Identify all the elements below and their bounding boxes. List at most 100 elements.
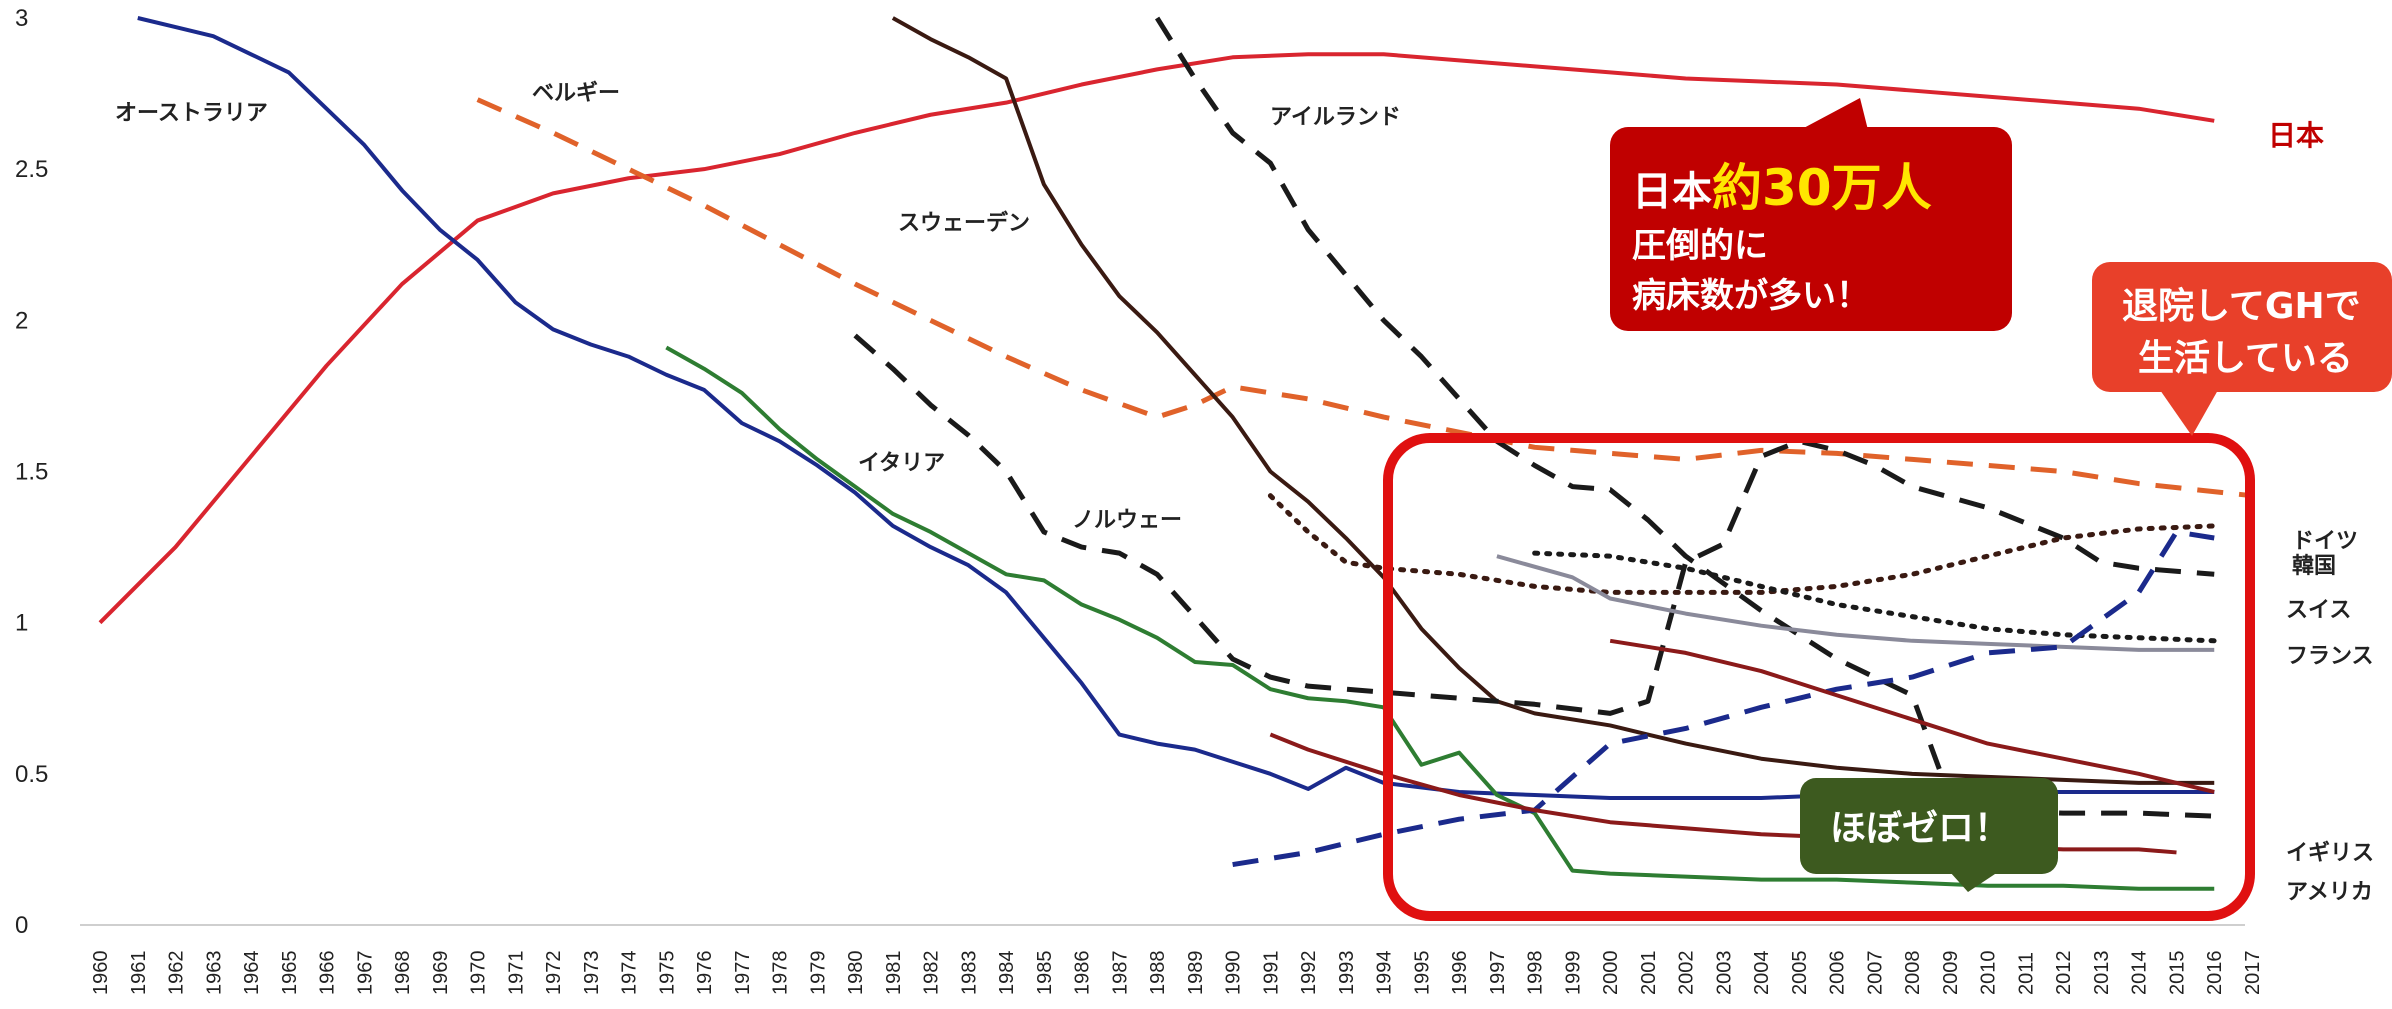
- x-tick-label: 1978: [770, 951, 792, 996]
- x-tick-label: 1989: [1185, 951, 1207, 996]
- y-tick-label: 3: [15, 5, 28, 32]
- series-line: [1232, 529, 2215, 868]
- japan-callout-line3: 病床数が多い！: [1632, 276, 1870, 316]
- series-line: [1609, 638, 2215, 794]
- series-line: [853, 333, 2215, 716]
- x-tick-label: 2001: [1638, 951, 1660, 996]
- label-australia: オーストラリア: [115, 101, 268, 126]
- svg-text:日本約30万人: 日本約30万人: [1632, 159, 1932, 217]
- x-tick-label: 1970: [468, 951, 490, 996]
- label-usa: アメリカ: [2286, 880, 2373, 905]
- series-line: [1532, 550, 2217, 644]
- label-ireland: アイルランド: [1270, 105, 1401, 130]
- x-tick-label: 2009: [1940, 951, 1962, 996]
- y-tick-label: 0: [15, 912, 28, 939]
- x-tick-label: 1985: [1034, 951, 1056, 996]
- y-tick-label: 2: [15, 307, 28, 334]
- x-tick-label: 2000: [1600, 951, 1622, 996]
- x-tick-label: 2010: [1978, 951, 2000, 996]
- x-tick-label: 1998: [1525, 951, 1547, 996]
- x-tick-label: 1981: [883, 951, 905, 996]
- x-tick-label: 1997: [1487, 951, 1509, 996]
- x-tick-label: 1965: [279, 951, 301, 996]
- x-tick-label: 1999: [1562, 951, 1584, 996]
- x-tick-label: 1992: [1298, 951, 1320, 996]
- label-italy: イタリア: [858, 451, 945, 476]
- x-tick-label: 1974: [619, 951, 641, 996]
- x-tick-label: 1983: [958, 951, 980, 996]
- x-tick-label: 2005: [1789, 951, 1811, 996]
- y-tick-label: 0.5: [15, 761, 48, 788]
- x-tick-label: 2008: [1902, 951, 1924, 996]
- label-norway: ノルウェー: [1072, 508, 1182, 533]
- japan-callout: 日本約30万人 圧倒的に 病床数が多い！: [1610, 98, 2012, 331]
- x-tick-label: 1986: [1072, 951, 1094, 996]
- x-tick-label: 1977: [732, 951, 754, 996]
- highlight-box: [1383, 433, 2255, 921]
- x-tick-label: 1962: [166, 951, 188, 996]
- gh-callout-line2: 生活している: [2138, 338, 2353, 379]
- zero-callout: ほぼゼロ！: [1800, 778, 2058, 892]
- x-tick-label: 1976: [694, 951, 716, 996]
- x-tick-label: 2016: [2204, 951, 2226, 996]
- x-tick-label: 1963: [203, 951, 225, 996]
- x-tick-label: 1966: [317, 951, 339, 996]
- x-tick-label: 2014: [2129, 951, 2151, 996]
- x-tick-label: 1993: [1336, 951, 1358, 996]
- x-tick-label: 1988: [1147, 951, 1169, 996]
- japan-callout-box: [1610, 127, 2012, 331]
- series-line: [891, 16, 2215, 785]
- x-tick-label: 2002: [1676, 951, 1698, 996]
- label-germany: ドイツ: [2292, 529, 2358, 554]
- x-tick-label: 2011: [2015, 952, 2037, 995]
- series-layer: [98, 16, 2253, 891]
- series-line: [1267, 493, 2217, 595]
- japan-callout-pointer: [1800, 98, 1868, 130]
- x-tick-label: 1996: [1449, 951, 1471, 996]
- x-tick-label: 1967: [354, 951, 376, 996]
- x-tick-label: 1971: [505, 951, 527, 996]
- gh-callout: 退院してGHで 生活している: [2092, 262, 2392, 436]
- x-tick-label: 1961: [128, 951, 150, 996]
- x-tick-label: 1980: [845, 951, 867, 996]
- x-tick-label: 2007: [1864, 951, 1886, 996]
- zero-callout-box: [1800, 778, 2058, 874]
- gh-callout-pointer: [2160, 390, 2218, 436]
- x-tick-label: 1973: [581, 951, 603, 996]
- x-tick-label: 1972: [543, 951, 565, 996]
- series-labels: オーストラリア ベルギー アイルランド スウェーデン イタリア ノルウェー 日本…: [115, 81, 2374, 905]
- label-uk: イギリス: [2286, 841, 2374, 866]
- label-belgium: ベルギー: [532, 81, 620, 106]
- x-tick-label: 1987: [1109, 951, 1131, 996]
- series-line: [476, 97, 2253, 499]
- zero-callout-pointer: [1950, 872, 1998, 892]
- x-tick-label: 2015: [2166, 951, 2188, 996]
- x-tick-label: 1994: [1374, 951, 1396, 996]
- x-tick-label: 1975: [656, 951, 678, 996]
- x-tick-label: 1968: [392, 951, 414, 996]
- label-sweden: スウェーデン: [898, 210, 1030, 236]
- x-tick-label: 2003: [1713, 951, 1735, 996]
- x-axis: 1960 1961 1962 1963 1964 1965 1966 1967 1968 1969…: [90, 951, 2264, 996]
- y-tick-label: 1.5: [15, 459, 48, 486]
- series-line: [1155, 16, 2215, 819]
- x-tick-label: 1984: [996, 951, 1018, 995]
- x-tick-label: 1995: [1411, 951, 1433, 996]
- x-tick-label: 1982: [921, 951, 943, 996]
- x-tick-label: 2006: [1827, 951, 1849, 996]
- gh-callout-box: [2092, 262, 2392, 392]
- x-tick-label: 1991: [1260, 951, 1282, 996]
- label-france: フランス: [2286, 644, 2374, 669]
- label-japan: 日本: [2268, 119, 2324, 152]
- gh-callout-line1: 退院してGHで: [2122, 286, 2361, 327]
- japan-callout-line2: 圧倒的に: [1632, 226, 1768, 266]
- japan-callout-highlight: 約30万人: [1712, 159, 1932, 217]
- x-tick-label: 2013: [2091, 951, 2113, 996]
- x-tick-label: 1969: [430, 951, 452, 996]
- y-tick-label: 2.5: [15, 156, 48, 183]
- series-line: [137, 16, 2215, 801]
- x-tick-label: 2017: [2242, 951, 2264, 996]
- x-tick-label: 1960: [90, 951, 112, 996]
- y-tick-label: 1: [15, 610, 28, 637]
